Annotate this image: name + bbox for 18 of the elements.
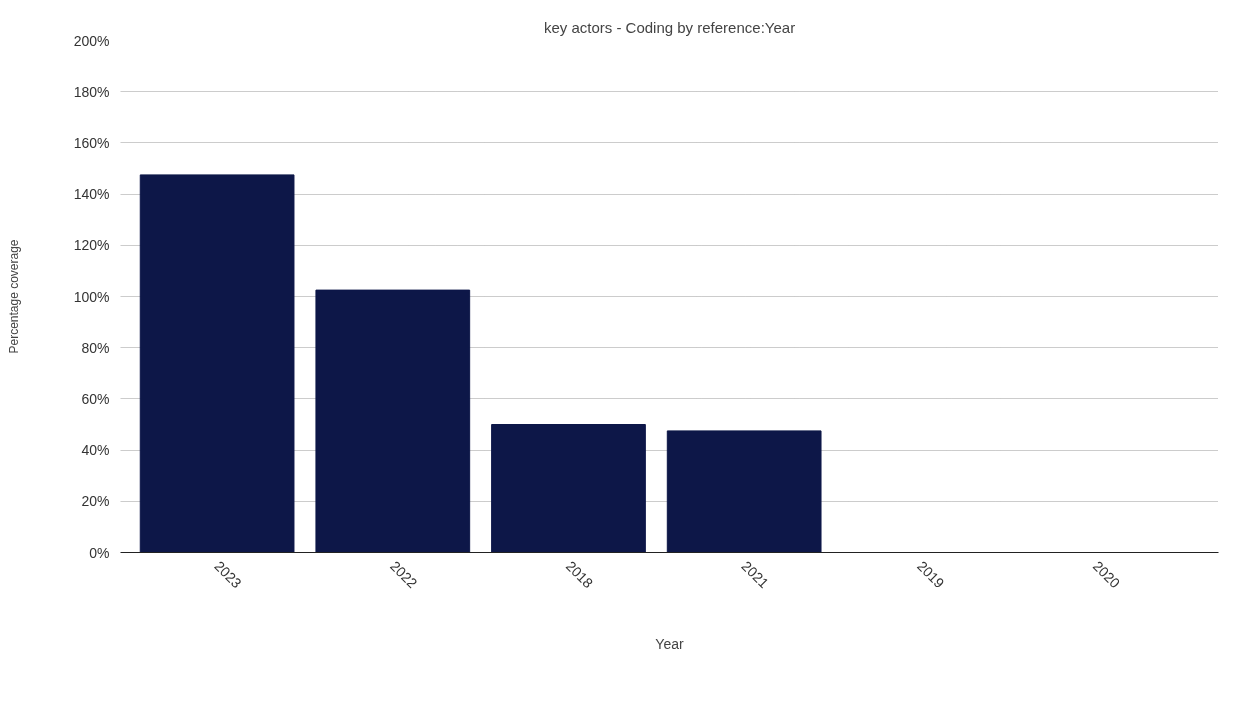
- y-axis-title: Percentage coverage: [6, 239, 21, 354]
- y-tick-label: 100%: [73, 288, 110, 305]
- y-tick-label: 80%: [81, 339, 110, 356]
- y-tick-label: 160%: [73, 134, 110, 151]
- y-tick-label: 180%: [73, 83, 110, 100]
- y-tick-label: 60%: [81, 390, 110, 407]
- chart-title: key actors - Coding by reference:Year: [543, 18, 796, 36]
- bar: [491, 424, 646, 553]
- y-tick-label: 20%: [81, 493, 110, 510]
- bar: [666, 430, 822, 553]
- y-tick-label: 140%: [73, 186, 110, 203]
- y-tick-label: 120%: [73, 237, 110, 254]
- bar: [315, 289, 471, 553]
- y-tick-label: 40%: [81, 442, 110, 459]
- bar: [139, 174, 295, 553]
- y-tick-label: 200%: [73, 32, 110, 49]
- y-tick-label: 0%: [89, 544, 110, 561]
- x-axis-title: Year: [655, 635, 684, 652]
